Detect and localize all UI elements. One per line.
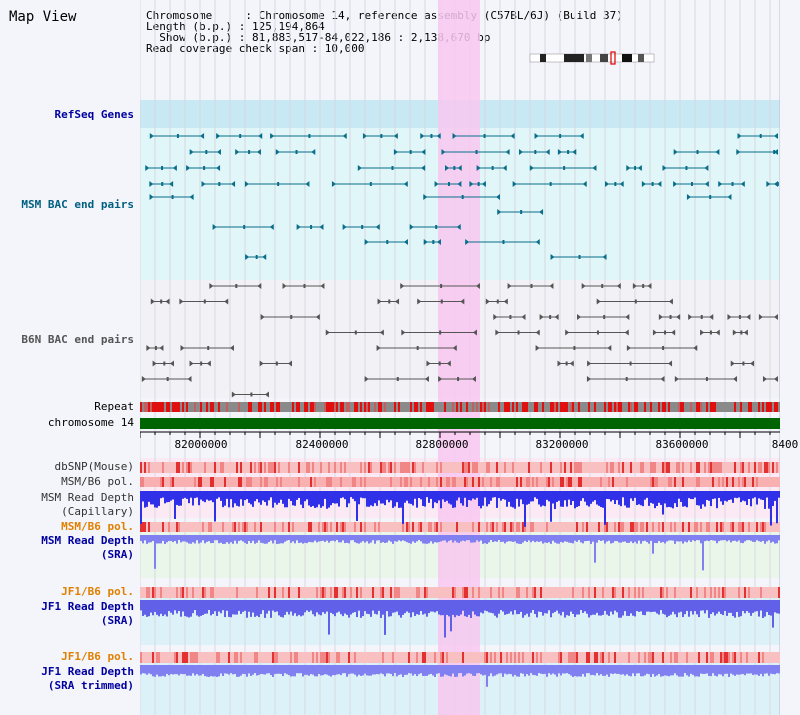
tick-label: 82400000 [295,438,349,451]
chromosome-ideogram [529,51,655,65]
repeat-track [140,402,780,412]
tick-label: 82800000 [415,438,469,451]
length-line: Length (b.p.) : 125,194,864 [146,20,325,33]
refseq-genes-track[interactable] [145,133,779,187]
msm-bac-label[interactable]: MSM BAC end pairs [21,198,134,211]
b6n-bac-track[interactable] [141,283,780,398]
msm-depth-sra-label: MSM Read Depth (SRA) [41,534,134,561]
jf1-depth-sra-label: JF1 Read Depth (SRA) [41,600,134,627]
tick-label: 82000000 [174,438,228,451]
msm-depth-capillary-label: MSM Read Depth (Capillary) [41,491,134,518]
heatmap-tracks [140,462,780,663]
tick-label: 8400 [771,438,799,451]
genome-map-plot[interactable] [140,0,780,715]
tick-label: 83600000 [655,438,709,451]
chromosome-bar [140,418,780,429]
tick-label: 83200000 [535,438,589,451]
jf1-depth-trimmed-label: JF1 Read Depth (SRA trimmed) [41,665,134,692]
axis-ticks [140,432,771,438]
msm-bac-track[interactable] [149,194,732,260]
refseq-label[interactable]: RefSeq Genes [54,108,134,121]
repeat-label: Repeat [94,400,134,413]
map-view-title: Map View [9,9,77,25]
msm-b6-pol-label: MSM/B6 pol. [61,520,134,533]
b6n-bac-label[interactable]: B6N BAC end pairs [21,333,134,346]
coverage-line: Read coverage check span : 10,000 [146,42,365,55]
chromosome-label: chromosome 14 [47,416,134,429]
msm-b6-pol-label: MSM/B6 pol. [61,475,134,488]
jf1-b6-pol-label: JF1/B6 pol. [61,585,134,598]
depth-tracks [140,491,780,687]
dbsnp-label: dbSNP(Mouse) [54,460,134,473]
jf1-b6-pol-label: JF1/B6 pol. [61,650,134,663]
